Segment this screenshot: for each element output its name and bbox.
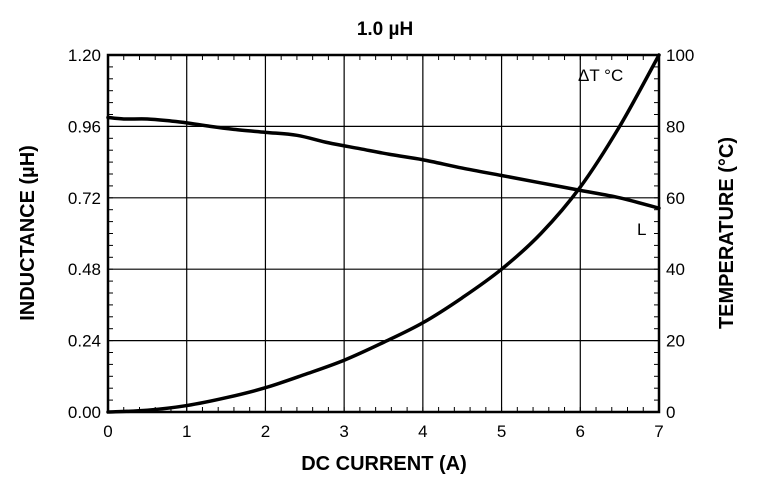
x-axis-label: DC CURRENT (A) bbox=[301, 453, 467, 475]
y-left-tick-label: 1.20 bbox=[68, 46, 101, 65]
y-left-tick-label: 0.96 bbox=[68, 117, 101, 136]
x-tick-label: 3 bbox=[339, 422, 348, 441]
x-tick-label: 2 bbox=[261, 422, 270, 441]
annotation-l: L bbox=[637, 220, 646, 239]
y-left-axis-label: INDUCTANCE (µH) bbox=[17, 145, 39, 321]
grid bbox=[107, 54, 660, 413]
x-tick-label: 6 bbox=[576, 422, 585, 441]
chart-title: 1.0 µH bbox=[357, 19, 413, 40]
series-line-temperature bbox=[106, 53, 661, 414]
y-right-tick-label: 60 bbox=[666, 189, 685, 208]
y-right-axis-label: TEMPERATURE (°C) bbox=[716, 137, 738, 329]
series-line-inductance bbox=[106, 115, 661, 210]
annotation-delta-t: ΔT °C bbox=[578, 66, 623, 85]
y-left-tick-label: 0.48 bbox=[68, 260, 101, 279]
x-tick-label: 4 bbox=[418, 422, 427, 441]
series-layer bbox=[106, 53, 661, 414]
y-right-tick-label: 40 bbox=[666, 260, 685, 279]
y-left-tick-label: 0.72 bbox=[68, 189, 101, 208]
y-left-tick-label: 0.00 bbox=[68, 403, 101, 422]
y-left-tick-label: 0.24 bbox=[68, 332, 101, 351]
y-right-tick-label: 80 bbox=[666, 117, 685, 136]
x-tick-labels: 0 1 2 3 4 5 6 7 bbox=[103, 422, 663, 441]
y-right-tick-label: 20 bbox=[666, 332, 685, 351]
y-right-tick-labels: 0 20 40 60 80 100 bbox=[666, 46, 694, 422]
y-right-tick-label: 0 bbox=[666, 403, 675, 422]
x-tick-label: 5 bbox=[497, 422, 506, 441]
x-tick-label: 0 bbox=[103, 422, 112, 441]
plot-frame bbox=[106, 53, 661, 414]
y-left-tick-labels: 0.00 0.24 0.48 0.72 0.96 1.20 bbox=[68, 46, 101, 422]
x-tick-label: 1 bbox=[182, 422, 191, 441]
y-right-tick-label: 100 bbox=[666, 46, 694, 65]
x-tick-label: 7 bbox=[654, 422, 663, 441]
